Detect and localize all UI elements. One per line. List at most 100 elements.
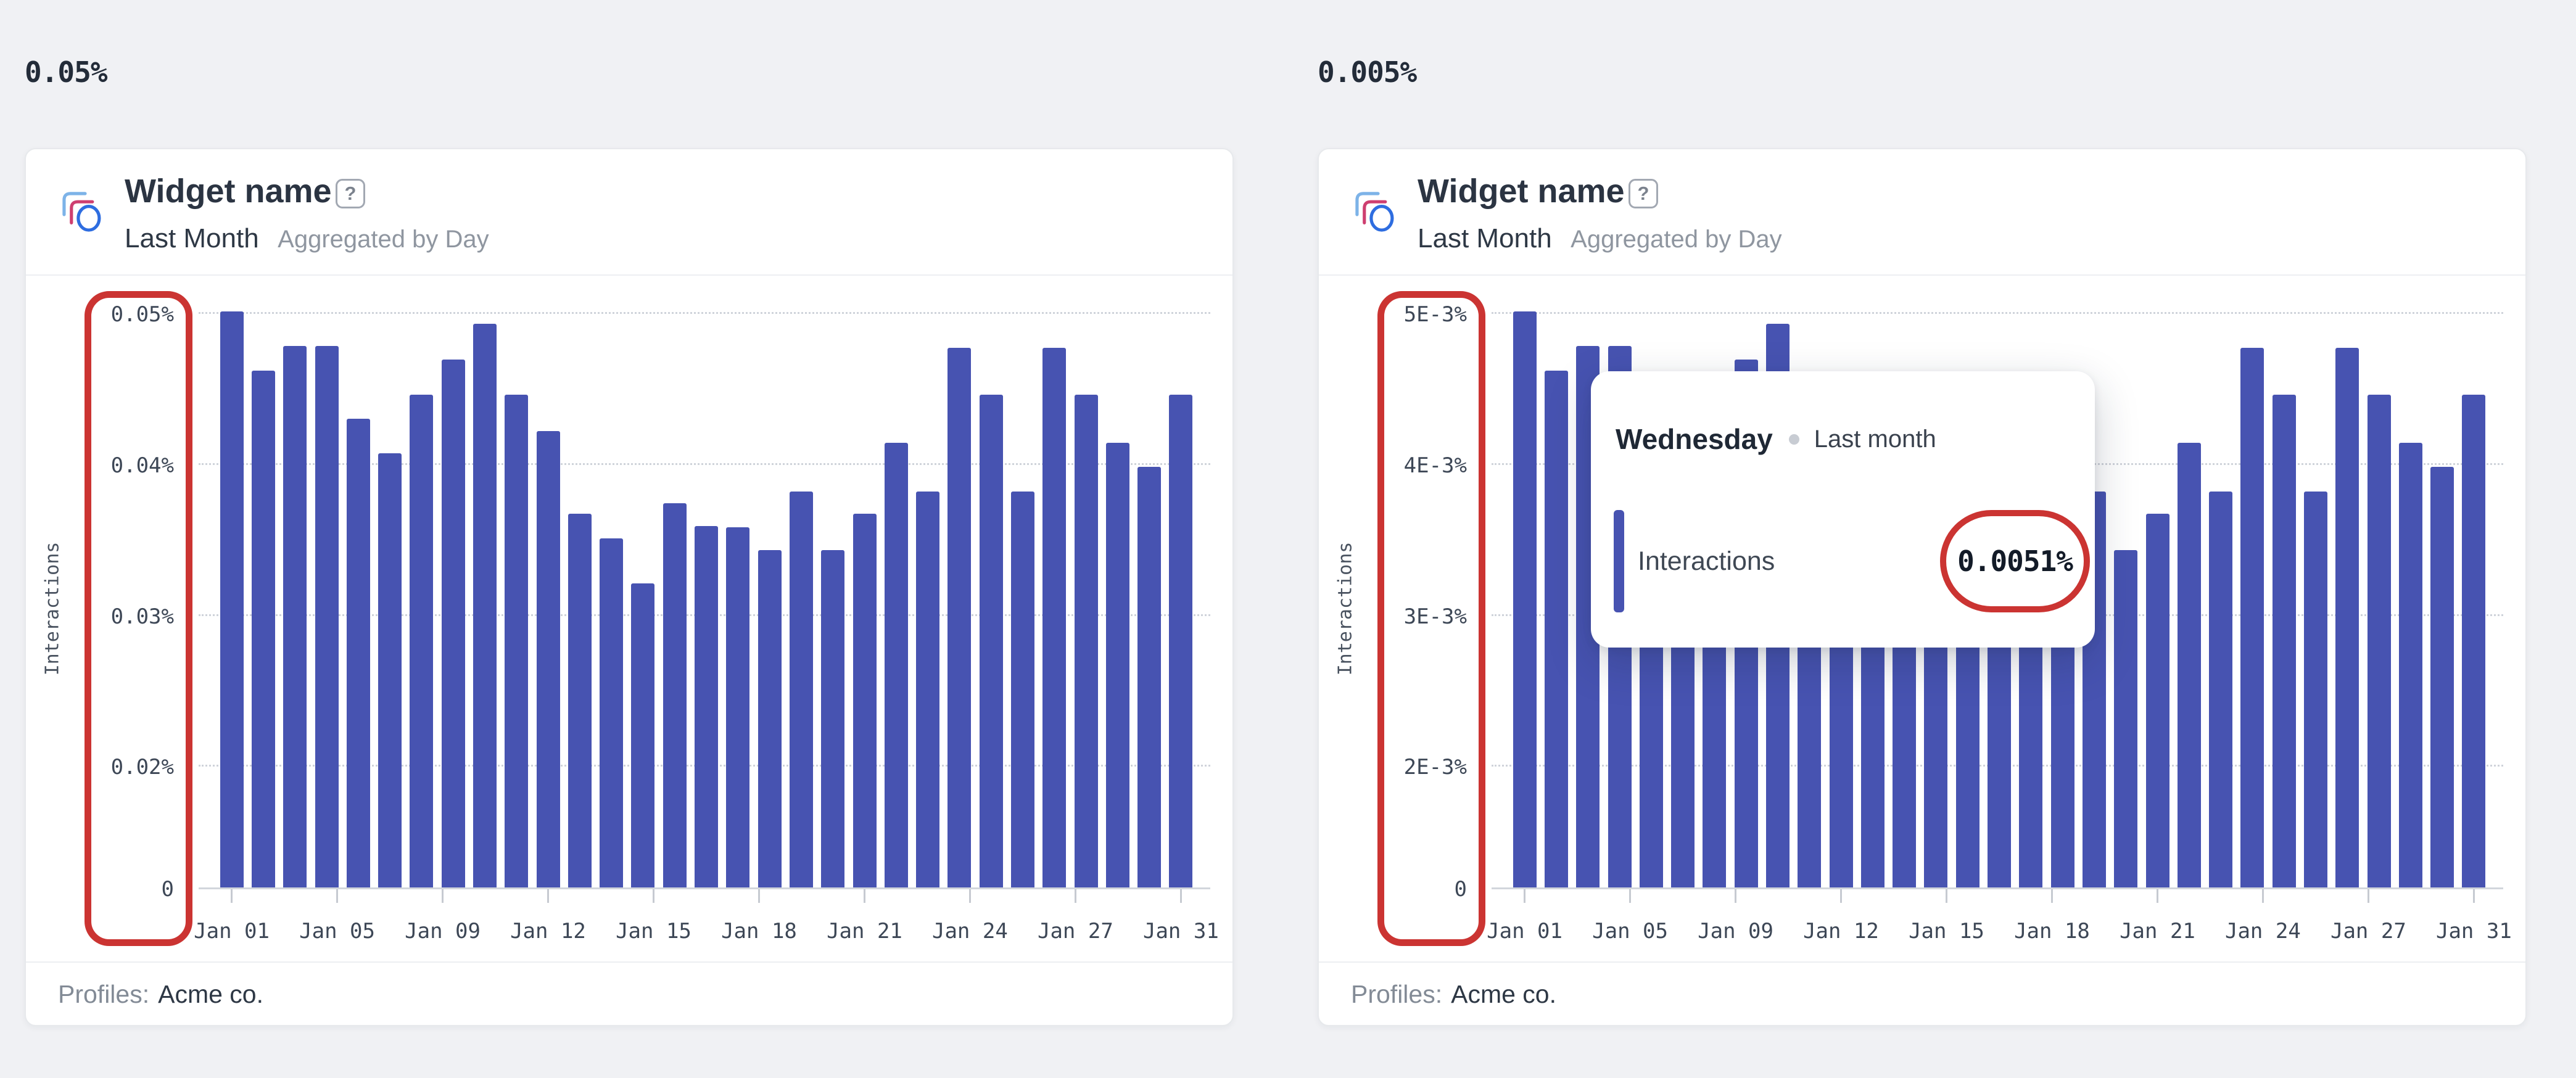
tooltip-value-highlight-annotation: 0.0051% <box>1940 510 2090 612</box>
y-tick-label: 0.02% <box>110 755 174 780</box>
bar-jan-29[interactable] <box>1105 443 1129 887</box>
bar-jan-15[interactable] <box>663 503 687 887</box>
bar-jan-23[interactable] <box>2209 491 2232 887</box>
y-tick-label: 0.03% <box>110 604 174 629</box>
x-tick-mark <box>1946 889 1947 903</box>
widget-card-left: Widget name ? Last Month Aggregated by D… <box>25 148 1234 1026</box>
bar-jan-01[interactable] <box>220 311 244 887</box>
bar-jan-25[interactable] <box>2272 394 2296 887</box>
x-tick-label: Jan 09 <box>405 919 481 944</box>
bar-jan-28[interactable] <box>2367 394 2391 887</box>
y-tick-label: 0 <box>1454 877 1467 902</box>
dot-separator-icon <box>1788 434 1799 445</box>
widget-footer: Profiles: Acme co. <box>1319 961 2525 1026</box>
widget-subtitle-row: Last Month Aggregated by Day <box>1418 223 1782 254</box>
bar-jan-25[interactable] <box>979 394 1003 887</box>
bar-jan-10[interactable] <box>505 394 529 887</box>
x-tick-mark <box>1735 889 1737 903</box>
profiles-value: Acme co. <box>158 980 263 1008</box>
left-scale-annotation: 0.05% <box>25 56 107 89</box>
bar-jan-26[interactable] <box>2303 491 2327 887</box>
aggregation-label: Aggregated by Day <box>1571 226 1782 253</box>
aggregation-label: Aggregated by Day <box>278 226 489 253</box>
bar-jan-04[interactable] <box>315 346 339 887</box>
y-axis-title: Interactions <box>1334 541 1356 676</box>
bar-jan-01[interactable] <box>1513 311 1537 887</box>
help-icon[interactable]: ? <box>336 179 365 208</box>
right-scale-annotation: 0.005% <box>1318 56 1417 89</box>
x-tick-mark <box>2367 889 2369 903</box>
x-tick-mark <box>1524 889 1526 903</box>
bar-jan-30[interactable] <box>1137 467 1162 887</box>
bar-jan-29[interactable] <box>2398 443 2422 887</box>
bar-jan-02[interactable] <box>251 370 275 887</box>
bar-jan-09[interactable] <box>473 323 497 887</box>
tooltip-series: Last month <box>1814 425 1936 453</box>
x-tick-mark <box>442 889 444 903</box>
bar-jan-13[interactable] <box>600 538 624 887</box>
bar-jan-23[interactable] <box>916 491 939 887</box>
tooltip-header: Wednesday Last month <box>1616 419 1936 459</box>
y-tick-label: 0.04% <box>110 453 174 478</box>
bar-jan-19[interactable] <box>789 491 813 887</box>
x-tick-label: Jan 18 <box>2014 919 2090 944</box>
help-icon[interactable]: ? <box>1629 179 1658 208</box>
x-tick-label: Jan 15 <box>1909 919 1984 944</box>
bar-jan-07[interactable] <box>410 394 434 887</box>
bar-jan-05[interactable] <box>346 419 370 887</box>
tooltip-value: 0.0051% <box>1957 545 2073 578</box>
profiles-value: Acme co. <box>1451 980 1556 1008</box>
bar-jan-26[interactable] <box>1010 491 1034 887</box>
bar-jan-14[interactable] <box>631 583 655 887</box>
bar-jan-28[interactable] <box>1074 394 1098 887</box>
bar-jan-22[interactable] <box>884 443 908 887</box>
bar-jan-24[interactable] <box>947 347 972 887</box>
bar-jan-08[interactable] <box>441 360 465 887</box>
bar-jan-06[interactable] <box>378 453 402 887</box>
bar-jan-12[interactable] <box>568 514 592 887</box>
bar-jan-27[interactable] <box>1042 347 1067 887</box>
x-tick-mark <box>1074 889 1076 903</box>
x-tick-mark <box>2261 889 2264 903</box>
x-tick-label: Jan 24 <box>2224 919 2301 944</box>
tooltip-metric: Interactions <box>1638 546 1775 576</box>
bar-jan-21[interactable] <box>2145 514 2169 887</box>
widget-card-right: Widget name ? Last Month Aggregated by D… <box>1318 148 2527 1026</box>
widget-icon <box>1355 192 1394 232</box>
x-tick-mark <box>1629 889 1632 903</box>
x-tick-label: Jan 12 <box>1803 919 1879 944</box>
x-tick-label: Jan 15 <box>616 919 691 944</box>
widget-title: Widget name <box>125 173 332 210</box>
y-axis-labels: 5E-3% 4E-3% 3E-3% 2E-3% 0 <box>1356 304 1467 900</box>
bar-jan-02[interactable] <box>1544 370 1568 887</box>
bar-jan-31[interactable] <box>1169 394 1193 887</box>
help-glyph: ? <box>1637 183 1649 204</box>
widget-header: Widget name ? Last Month Aggregated by D… <box>1319 149 2525 276</box>
gridline <box>1492 312 2503 314</box>
widget-footer: Profiles: Acme co. <box>26 961 1232 1026</box>
profiles-label: Profiles: <box>58 980 150 1008</box>
x-tick-label: Jan 12 <box>510 919 586 944</box>
bar-jan-20[interactable] <box>2114 550 2138 887</box>
x-tick-mark <box>968 889 971 903</box>
bar-jan-16[interactable] <box>695 525 718 887</box>
bar-jan-22[interactable] <box>2177 443 2201 887</box>
bar-jan-27[interactable] <box>2335 347 2359 887</box>
bar-jan-21[interactable] <box>852 514 877 887</box>
widget-subtitle-row: Last Month Aggregated by Day <box>125 223 489 254</box>
bar-jan-20[interactable] <box>821 550 845 887</box>
bar-jan-31[interactable] <box>2462 394 2486 887</box>
x-tick-mark <box>1840 889 1842 903</box>
plot-area: Jan 01 Jan 05 Jan 09 Jan 12 Jan 15 Jan 18 Jan … <box>194 311 1219 944</box>
x-tick-label: Jan 24 <box>931 919 1008 944</box>
bar-jan-18[interactable] <box>758 550 782 887</box>
bar-jan-24[interactable] <box>2240 347 2264 887</box>
y-tick-label: 3E-3% <box>1403 604 1467 629</box>
bar-jan-11[interactable] <box>536 430 560 887</box>
bar-jan-30[interactable] <box>2430 467 2454 887</box>
profiles-label: Profiles: <box>1351 980 1443 1008</box>
x-tick-label: Jan 05 <box>299 919 376 944</box>
bar-jan-17[interactable] <box>726 527 750 887</box>
series-color-swatch <box>1614 510 1624 612</box>
bar-jan-03[interactable] <box>283 346 307 887</box>
